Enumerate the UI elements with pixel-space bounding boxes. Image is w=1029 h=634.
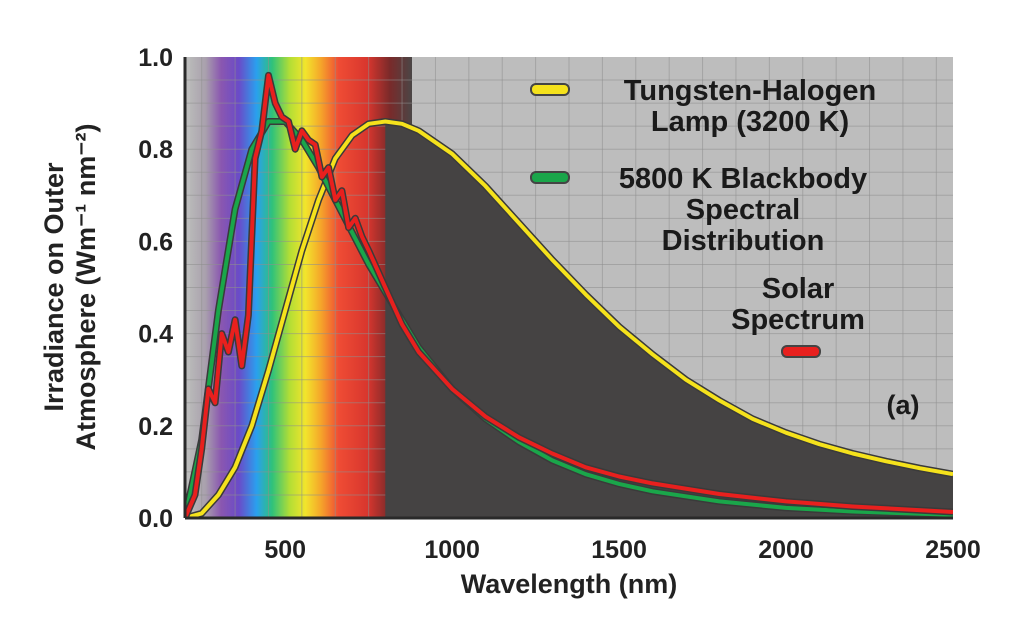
y-axis-title-line2: Atmosphere (Wm⁻¹ nm⁻²) <box>71 124 101 451</box>
legend-label-solar-line1: Solar <box>762 273 835 305</box>
series-line-tungsten-halogen <box>185 119 953 518</box>
legend-entry-tungsten-halogen: Tungsten-Halogen Lamp (3200 K) <box>530 75 876 138</box>
y-tick-label: 0.6 <box>138 228 173 256</box>
area-fills <box>385 121 953 518</box>
legend-swatch-blackbody <box>530 171 570 184</box>
lamp-infrared-fill <box>385 121 953 518</box>
x-axis-title: Wavelength (nm) <box>461 569 678 599</box>
legend: Tungsten-Halogen Lamp (3200 K) 5800 K Bl… <box>530 75 876 358</box>
x-tick-label: 1500 <box>591 536 647 564</box>
panel-label: (a) <box>887 390 920 420</box>
series-lines <box>185 71 953 518</box>
y-tick-labels: 0.0 0.2 0.4 0.6 0.8 1.0 <box>138 44 173 533</box>
x-tick-labels: 500 1000 1500 2000 2500 <box>264 536 980 564</box>
legend-label-blackbody-line3: Distribution <box>662 225 825 257</box>
legend-label-blackbody-line1: 5800 K Blackbody <box>619 163 867 195</box>
x-tick-label: 2000 <box>758 536 814 564</box>
x-tick-label: 500 <box>264 536 306 564</box>
x-tick-label: 1000 <box>424 536 480 564</box>
legend-label-solar-line2: Spectrum <box>731 304 865 336</box>
series-line-solar <box>185 73 953 518</box>
x-tick-label: 2500 <box>925 536 981 564</box>
legend-entry-solar: Solar Spectrum <box>731 273 865 358</box>
y-axis-title-line1: Irradiance on Outer <box>39 162 69 412</box>
legend-swatch-solar <box>781 345 821 358</box>
legend-label-blackbody-line2: Spectral <box>686 194 800 226</box>
legend-swatch-tungsten-halogen <box>530 83 570 96</box>
y-tick-label: 0.4 <box>138 321 173 349</box>
y-tick-label: 1.0 <box>138 44 173 72</box>
legend-label-tungsten-halogen-line1: Tungsten-Halogen <box>624 75 876 107</box>
y-tick-label: 0.2 <box>138 413 173 441</box>
legend-entry-blackbody: 5800 K Blackbody Spectral Distribution <box>530 163 867 257</box>
y-tick-label: 0.0 <box>138 505 173 533</box>
y-tick-label: 0.8 <box>138 136 173 164</box>
legend-label-tungsten-halogen-line2: Lamp (3200 K) <box>651 106 849 138</box>
